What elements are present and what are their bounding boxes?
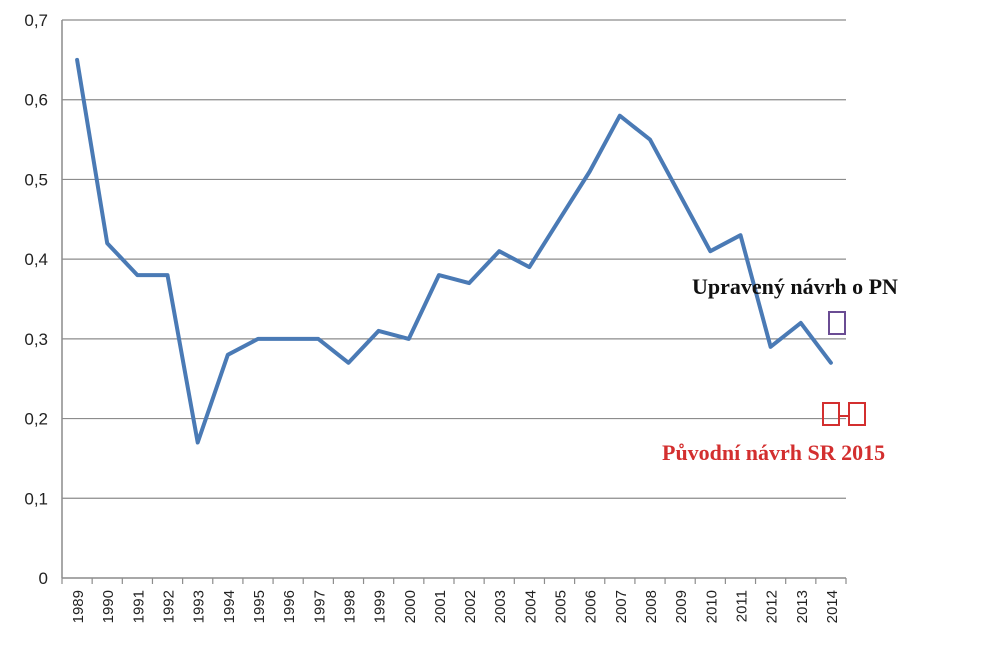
axes — [61, 20, 847, 584]
marker-square-red-1 — [822, 402, 840, 426]
x-tick-label-2002: 2002 — [462, 590, 479, 623]
y-tick-label-5: 0,5 — [24, 170, 48, 189]
x-tick-label-2009: 2009 — [673, 590, 690, 623]
x-tick-label-2010: 2010 — [703, 590, 720, 623]
x-tick-label-2007: 2007 — [613, 590, 630, 623]
x-tick-label-1991: 1991 — [130, 590, 147, 623]
x-tick-labels: 1989 1990 1991 1992 1993 1994 1995 1996 1997 1998… — [70, 590, 841, 623]
marker-square-red-2 — [848, 402, 866, 426]
x-tick-label-2001: 2001 — [432, 590, 449, 623]
x-tick-label-2005: 2005 — [553, 590, 570, 623]
y-tick-label-4: 0,4 — [24, 250, 48, 269]
y-tick-labels: 0 0,1 0,2 0,3 0,4 0,5 0,6 0,7 — [24, 11, 48, 588]
y-tick-label-2: 0,2 — [24, 410, 48, 429]
y-tick-label-3: 0,3 — [24, 330, 48, 349]
x-tick-label-2011: 2011 — [733, 590, 750, 622]
x-tick-label-1989: 1989 — [70, 590, 87, 623]
x-tick-label-1990: 1990 — [100, 590, 117, 623]
x-tick-label-1994: 1994 — [221, 590, 238, 623]
x-tick-label-2004: 2004 — [522, 590, 539, 623]
gridlines — [62, 19, 846, 499]
y-tick-label-0: 0 — [39, 569, 48, 588]
x-tick-label-1999: 1999 — [372, 590, 389, 623]
series-line — [75, 57, 833, 445]
x-tick-label-2014: 2014 — [824, 590, 841, 623]
series-line-group — [75, 57, 833, 445]
x-tick-label-2003: 2003 — [492, 590, 509, 623]
x-tick-label-1997: 1997 — [311, 590, 328, 623]
marker-square-purple — [828, 311, 846, 335]
x-tick-label-1998: 1998 — [341, 590, 358, 623]
annotation-adjusted-proposal: Upravený návrh o PN — [692, 274, 898, 299]
y-tick-label-6: 0,6 — [24, 91, 48, 110]
x-tick-label-1993: 1993 — [191, 590, 208, 623]
x-tick-label-2006: 2006 — [583, 590, 600, 623]
x-tick-label-1992: 1992 — [161, 590, 178, 623]
x-tick-label-2008: 2008 — [643, 590, 660, 623]
annotation-original-proposal: Původní návrh SR 2015 — [662, 440, 886, 465]
x-tick-label-2012: 2012 — [764, 590, 781, 623]
y-tick-label-7: 0,7 — [24, 11, 48, 30]
x-tick-label-1995: 1995 — [251, 590, 268, 623]
marker-dash-red — [840, 415, 848, 417]
x-tick-label-1996: 1996 — [281, 590, 298, 623]
x-tick-label-2013: 2013 — [794, 590, 811, 623]
x-tick-label-2000: 2000 — [402, 590, 419, 623]
y-tick-label-1: 0,1 — [24, 489, 48, 508]
